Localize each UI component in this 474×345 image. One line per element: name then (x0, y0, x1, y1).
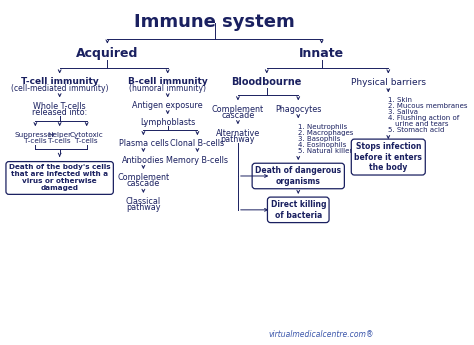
Text: Physical barriers: Physical barriers (351, 78, 426, 87)
Text: Antigen exposure: Antigen exposure (132, 101, 203, 110)
Text: cascade: cascade (127, 179, 160, 188)
Text: 1. Skin: 1. Skin (388, 97, 412, 103)
Text: Innate: Innate (299, 47, 344, 60)
Text: 5. Natural killer cells: 5. Natural killer cells (298, 148, 371, 154)
Text: Lymphoblasts: Lymphoblasts (140, 118, 195, 127)
Text: pathway: pathway (126, 203, 161, 213)
Text: Stops infection
before it enters
the body: Stops infection before it enters the bod… (355, 142, 422, 172)
Text: released into:: released into: (32, 108, 87, 117)
Text: 2. Mucous membranes: 2. Mucous membranes (388, 103, 468, 109)
Text: Death of the body's cells
that are infected with a
virus or otherwise
damaged: Death of the body's cells that are infec… (9, 165, 110, 191)
Text: 1. Neutrophils: 1. Neutrophils (298, 124, 347, 130)
Text: Complement: Complement (118, 174, 169, 183)
Text: Suppressor: Suppressor (15, 132, 56, 138)
Text: Bloodbourne: Bloodbourne (232, 77, 302, 87)
Text: Death of dangerous
organisms: Death of dangerous organisms (255, 166, 341, 186)
Text: (humoral immunity): (humoral immunity) (129, 84, 206, 93)
Text: T-cells: T-cells (75, 138, 98, 144)
Text: T-cells: T-cells (24, 138, 46, 144)
Text: Direct killing
of bacteria: Direct killing of bacteria (271, 200, 326, 219)
Text: T-cells: T-cells (48, 138, 71, 144)
Text: B-cell immunity: B-cell immunity (128, 77, 208, 86)
Text: cascade: cascade (221, 111, 255, 120)
Text: 2. Macrophages: 2. Macrophages (298, 130, 354, 136)
Text: Antibodies: Antibodies (122, 156, 164, 165)
Text: Whole T-cells: Whole T-cells (33, 102, 86, 111)
Text: virtualmedicalcentre.com®: virtualmedicalcentre.com® (268, 330, 374, 339)
Text: Classical: Classical (126, 197, 161, 206)
Text: Acquired: Acquired (76, 47, 138, 60)
Text: 4. Flushing action of: 4. Flushing action of (388, 115, 459, 121)
Text: pathway: pathway (221, 135, 255, 144)
Text: Phagocytes: Phagocytes (275, 105, 321, 114)
Text: 5. Stomach acid: 5. Stomach acid (388, 127, 445, 133)
Text: Plasma cells: Plasma cells (118, 139, 168, 148)
Text: Cytotoxic: Cytotoxic (70, 132, 103, 138)
Text: (cell-mediated immunity): (cell-mediated immunity) (11, 84, 109, 93)
Text: urine and tears: urine and tears (395, 121, 449, 127)
Text: 3. Saliva: 3. Saliva (388, 109, 418, 115)
Text: Clonal B-cells: Clonal B-cells (170, 139, 225, 148)
Text: T-cell immunity: T-cell immunity (21, 77, 99, 86)
Text: Helper: Helper (47, 132, 72, 138)
Text: Complement: Complement (212, 105, 264, 114)
Text: 4. Eosinophils: 4. Eosinophils (298, 142, 346, 148)
Text: Alternative: Alternative (216, 129, 260, 138)
Text: Immune system: Immune system (134, 13, 295, 31)
Text: 3. Basophils: 3. Basophils (298, 136, 341, 142)
Text: Memory B-cells: Memory B-cells (166, 156, 228, 165)
